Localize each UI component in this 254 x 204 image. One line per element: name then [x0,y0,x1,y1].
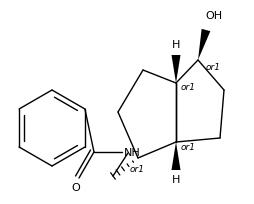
Polygon shape [171,142,181,170]
Text: or1: or1 [181,83,196,92]
Text: NH: NH [124,148,140,158]
Text: H: H [172,175,180,185]
Polygon shape [171,55,181,83]
Text: O: O [72,183,80,193]
Text: OH: OH [205,11,223,21]
Text: or1: or1 [181,143,196,152]
Text: or1: or1 [206,63,221,72]
Polygon shape [198,29,210,60]
Text: H: H [172,40,180,50]
Text: or1: or1 [130,165,145,174]
